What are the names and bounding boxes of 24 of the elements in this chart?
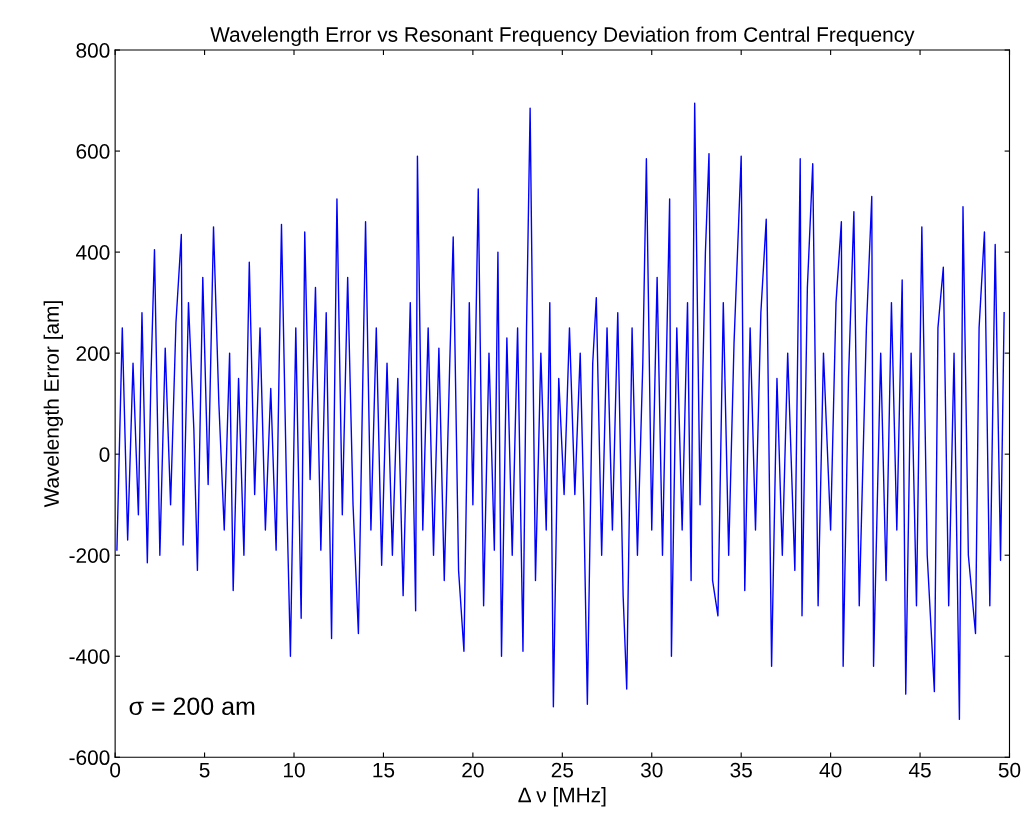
y-tick-label: 600 (76, 144, 110, 159)
x-tick-label: 40 (819, 762, 842, 778)
x-tick-label: 35 (730, 762, 752, 778)
x-tick-label: 25 (551, 762, 574, 778)
y-tick-label: 0 (99, 447, 110, 462)
annotation: σ = 200 am (129, 697, 255, 716)
chart-title: Wavelength Error vs Resonant Frequency Deviation from Central Frequency (210, 26, 915, 47)
y-tick-label: 800 (76, 43, 110, 58)
x-tick-label: 50 (998, 762, 1021, 778)
x-tick-label: 0 (110, 762, 121, 778)
x-tick-label: 10 (284, 762, 305, 778)
y-tick-label: 200 (76, 346, 110, 361)
x-axis-title: Δ ν [MHz] (518, 787, 606, 807)
x-tick-label: 45 (908, 762, 931, 778)
line-series (116, 102, 1005, 721)
y-axis-title: Wavelength Error [am] (43, 301, 64, 508)
x-tick-label: 5 (199, 762, 210, 778)
y-tick-label: -400 (69, 649, 110, 664)
x-tick-label: 20 (462, 762, 484, 778)
x-tick-label: 15 (373, 762, 395, 778)
x-tick-label: 30 (640, 762, 663, 778)
y-tick-label: -200 (69, 548, 110, 563)
y-tick-label: 400 (76, 245, 110, 260)
y-tick-label: -600 (69, 750, 110, 766)
